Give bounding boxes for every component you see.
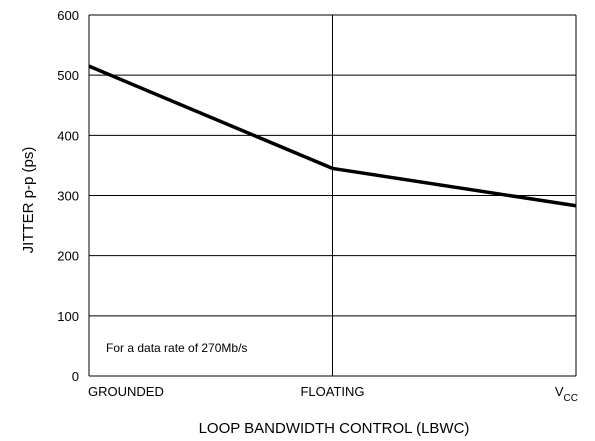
- x-tick-label: VCC: [555, 384, 578, 404]
- y-axis-label: JITTER p-p (ps): [20, 147, 37, 254]
- y-tick-label: 600: [57, 8, 79, 23]
- y-tick-label: 300: [57, 189, 79, 204]
- series: [88, 64, 577, 208]
- y-tick-labels: 0 100 200 300 400 500 600: [57, 8, 79, 384]
- x-tick-label: GROUNDED: [88, 384, 164, 399]
- y-tick-label: 0: [72, 369, 79, 384]
- y-tick-label: 400: [57, 128, 79, 143]
- y-tick-label: 200: [57, 249, 79, 264]
- y-tick-label: 500: [57, 68, 79, 83]
- grid: [88, 14, 577, 377]
- x-tick-label: FLOATING: [300, 384, 364, 399]
- x-axis-label: LOOP BANDWIDTH CONTROL (LBWC): [199, 420, 470, 437]
- x-tick-labels: GROUNDED FLOATING VCC: [88, 384, 578, 404]
- annotation: For a data rate of 270Mb/s: [106, 341, 247, 355]
- y-tick-label: 100: [57, 309, 79, 324]
